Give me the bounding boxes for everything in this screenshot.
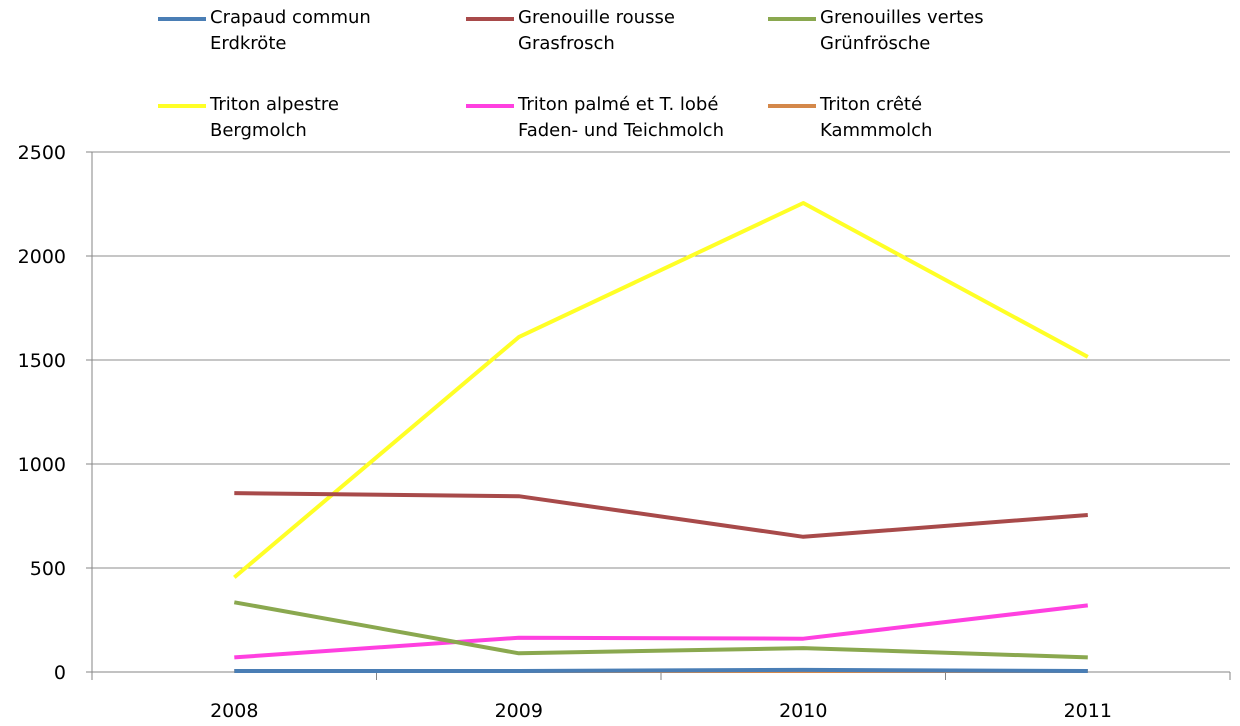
legend-label: Triton palmé et T. lobé Faden- und Teichm… bbox=[518, 92, 724, 144]
legend-label-line: Triton palmé et T. lobé bbox=[518, 94, 719, 115]
legend-label-line: Crapaud commun bbox=[210, 7, 371, 28]
y-tick-label: 0 bbox=[54, 662, 66, 684]
x-tick-label: 2010 bbox=[779, 700, 827, 722]
series-line-crapaud-commun bbox=[234, 667, 1088, 673]
legend-item: Triton crêté Kammmolch bbox=[768, 92, 932, 144]
legend-label-line: Kammmolch bbox=[820, 120, 933, 141]
legend-label: Crapaud commun Erdkröte bbox=[210, 5, 371, 57]
legend-label-line: Erdkröte bbox=[210, 33, 287, 54]
legend-label-line: Bergmolch bbox=[210, 120, 307, 141]
legend-swatch bbox=[768, 104, 816, 108]
y-tick-label: 2000 bbox=[18, 246, 66, 268]
x-tick-label: 2009 bbox=[495, 700, 543, 722]
legend-label-line: Grünfrösche bbox=[820, 33, 931, 54]
series-line-triton-palm-et-t-lob- bbox=[234, 603, 1089, 660]
y-tick-label: 1500 bbox=[18, 350, 66, 372]
y-tick-label: 2500 bbox=[18, 142, 66, 164]
legend-item: Grenouilles vertes Grünfrösche bbox=[768, 5, 984, 57]
legend-label-line: Grenouilles vertes bbox=[820, 7, 984, 28]
legend: Crapaud commun Erdkröte Grenouille rousse G… bbox=[0, 0, 1240, 150]
x-tick-label: 2011 bbox=[1064, 700, 1112, 722]
legend-swatch bbox=[158, 17, 206, 21]
x-axis-ticks: 2008 2009 2010 2011 bbox=[210, 700, 1112, 722]
y-tick-label: 500 bbox=[30, 558, 66, 580]
series-line-triton-alpestre bbox=[233, 201, 1089, 579]
legend-label: Triton crêté Kammmolch bbox=[820, 92, 932, 144]
legend-swatch bbox=[768, 17, 816, 21]
legend-label-line: Grasfrosch bbox=[518, 33, 615, 54]
legend-item: Crapaud commun Erdkröte bbox=[158, 5, 371, 57]
series-line-grenouille-rousse bbox=[234, 491, 1088, 539]
legend-label: Triton alpestre Bergmolch bbox=[210, 92, 339, 144]
series-lines bbox=[233, 201, 1089, 673]
legend-swatch bbox=[466, 104, 514, 108]
x-tick-label: 2008 bbox=[210, 700, 258, 722]
legend-label: Grenouille rousse Grasfrosch bbox=[518, 5, 675, 57]
legend-label-line: Triton crêté bbox=[820, 94, 923, 115]
legend-swatch bbox=[158, 104, 206, 108]
legend-label: Grenouilles vertes Grünfrösche bbox=[820, 5, 984, 57]
legend-item: Triton alpestre Bergmolch bbox=[158, 92, 339, 144]
y-axis-ticks: 0 500 1000 1500 2000 2500 bbox=[18, 142, 66, 684]
legend-label-line: Faden- und Teichmolch bbox=[518, 120, 724, 141]
legend-label-line: Grenouille rousse bbox=[518, 7, 675, 28]
legend-item: Grenouille rousse Grasfrosch bbox=[466, 5, 675, 57]
legend-label-line: Triton alpestre bbox=[210, 94, 339, 115]
series-line-grenouilles-vertes bbox=[233, 600, 1088, 660]
legend-swatch bbox=[466, 17, 514, 21]
gridlines bbox=[86, 151, 1231, 680]
legend-item: Triton palmé et T. lobé Faden- und Teichm… bbox=[466, 92, 724, 144]
y-tick-label: 1000 bbox=[18, 454, 66, 476]
